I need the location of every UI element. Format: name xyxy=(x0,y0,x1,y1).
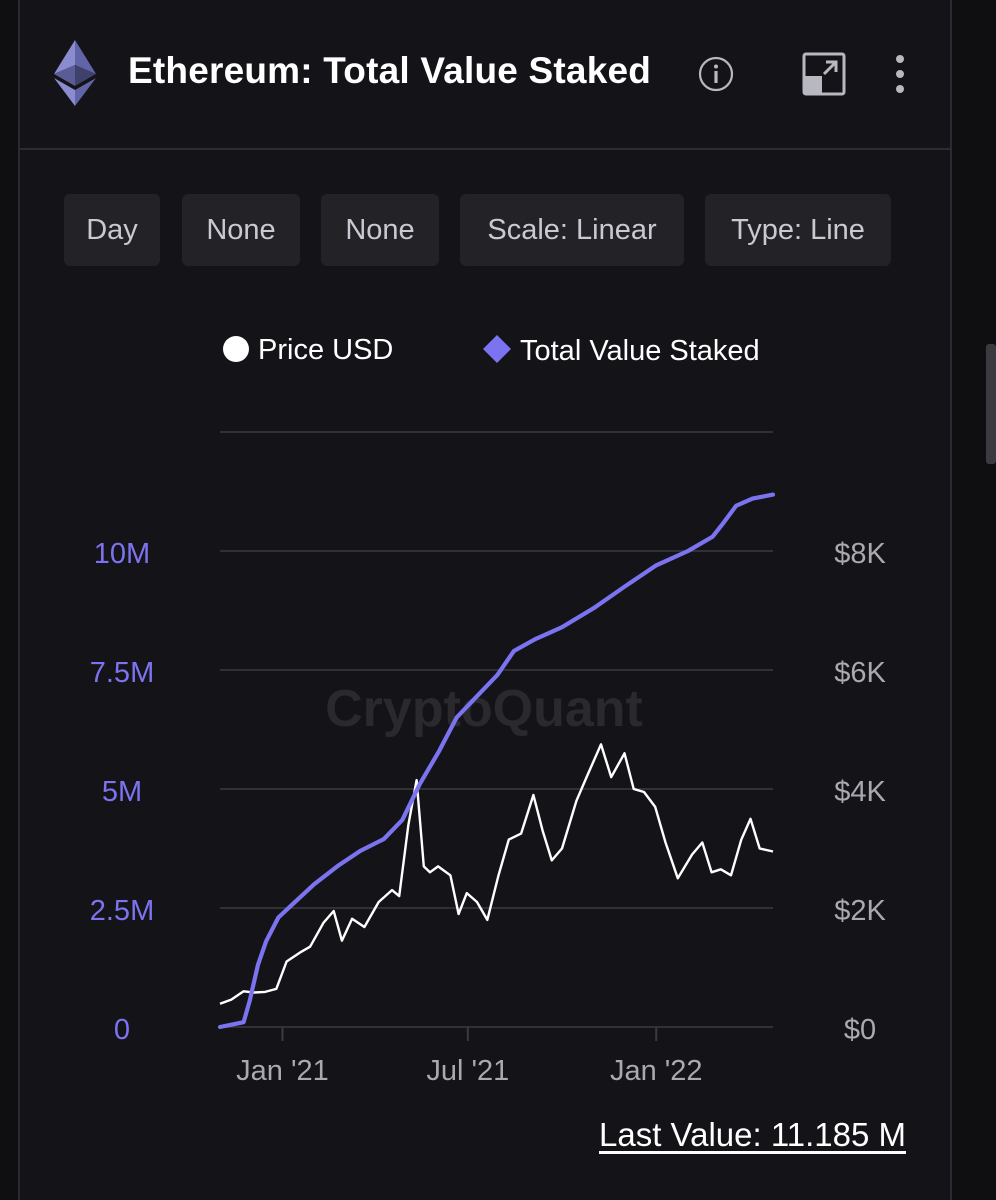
y-left-tick-label: 0 xyxy=(114,1014,130,1046)
y-right-tick-label: $4K xyxy=(834,776,886,808)
x-tick-label: Jan '21 xyxy=(236,1055,329,1087)
y-left-tick-label: 10M xyxy=(94,538,150,570)
option-select-1[interactable]: None xyxy=(182,194,300,266)
card-header: Ethereum: Total Value Staked xyxy=(20,0,950,150)
series-line-price xyxy=(219,743,774,1005)
x-tick-label: Jul '21 xyxy=(426,1055,509,1087)
chart-card: Ethereum: Total Value Staked Day None No… xyxy=(18,0,952,1200)
scale-select[interactable]: Scale: Linear xyxy=(460,194,684,266)
y-right-tick-label: $0 xyxy=(844,1014,876,1046)
series-line-staked xyxy=(217,492,776,1030)
y-right-tick-label: $2K xyxy=(834,895,886,927)
y-right-tick-label: $8K xyxy=(834,538,886,570)
last-value-link[interactable]: Last Value: 11.185 M xyxy=(599,1116,906,1153)
x-axis: Jan '21 Jul '21 Jan '22 xyxy=(236,1027,703,1087)
more-vertical-icon[interactable] xyxy=(888,52,912,96)
chart-title: Ethereum: Total Value Staked xyxy=(128,50,652,91)
legend-label-staked: Total Value Staked xyxy=(520,335,760,367)
circle-marker-icon xyxy=(223,336,249,362)
option-select-2[interactable]: None xyxy=(321,194,439,266)
x-tick-label: Jan '22 xyxy=(610,1055,703,1087)
y-axis-left: 0 2.5M 5M 7.5M 10M xyxy=(90,538,154,1046)
y-left-tick-label: 7.5M xyxy=(90,657,154,689)
y-left-tick-label: 2.5M xyxy=(90,895,154,927)
expand-icon[interactable] xyxy=(802,52,846,96)
legend-item-price[interactable]: Price USD xyxy=(222,334,393,367)
type-select[interactable]: Type: Line xyxy=(705,194,891,266)
legend-label-price: Price USD xyxy=(258,334,394,366)
info-icon[interactable] xyxy=(698,56,734,92)
diamond-marker-icon xyxy=(483,335,511,363)
ethereum-logo-icon xyxy=(54,40,96,106)
legend-item-staked[interactable]: Total Value Staked xyxy=(482,334,760,368)
y-right-tick-label: $6K xyxy=(834,657,886,689)
y-axis-right: $0 $2K $4K $6K $8K xyxy=(834,538,886,1046)
interval-select[interactable]: Day xyxy=(64,194,160,266)
y-left-tick-label: 5M xyxy=(102,776,142,808)
grid-lines xyxy=(220,431,773,1028)
page-scrollbar[interactable] xyxy=(986,344,996,464)
